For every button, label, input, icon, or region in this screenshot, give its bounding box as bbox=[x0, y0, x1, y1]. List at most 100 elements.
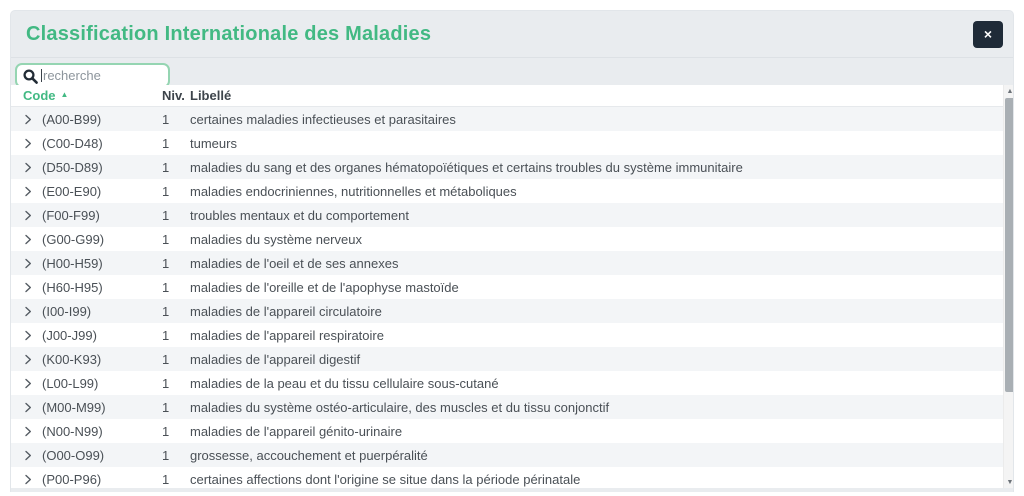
search-icon bbox=[23, 69, 38, 84]
table-row[interactable]: (C00-D48) 1 tumeurs bbox=[11, 131, 1003, 155]
chevron-right-icon[interactable] bbox=[23, 114, 33, 125]
close-icon: × bbox=[983, 26, 993, 42]
code-cell: (I00-I99) bbox=[42, 303, 92, 319]
table-row[interactable]: (A00-B99) 1 certaines maladies infectieu… bbox=[11, 107, 1003, 131]
niv-cell: 1 bbox=[162, 303, 170, 319]
niv-cell: 1 bbox=[162, 327, 170, 343]
code-cell: (L00-L99) bbox=[42, 375, 99, 391]
text-caret bbox=[41, 69, 42, 82]
chevron-right-icon[interactable] bbox=[23, 330, 33, 341]
code-cell: (H60-H95) bbox=[42, 279, 103, 295]
search-input[interactable] bbox=[17, 65, 168, 86]
libelle-cell: grossesse, accouchement et puerpéralité bbox=[190, 447, 428, 463]
icd-table: Code ▲ Niv. Libellé (A00 bbox=[11, 85, 1014, 488]
table-row[interactable]: (H00-H59) 1 maladies de l'oeil et de ses… bbox=[11, 251, 1003, 275]
column-header-code[interactable]: Code ▲ bbox=[23, 88, 69, 103]
code-cell: (F00-F99) bbox=[42, 207, 100, 223]
code-cell: (H00-H59) bbox=[42, 255, 103, 271]
niv-cell: 1 bbox=[162, 231, 170, 247]
search-row bbox=[11, 58, 1013, 94]
niv-cell: 1 bbox=[162, 279, 170, 295]
code-cell: (O00-O99) bbox=[42, 447, 105, 463]
libelle-cell: certaines maladies infectieuses et paras… bbox=[190, 111, 456, 127]
niv-cell: 1 bbox=[162, 471, 170, 487]
niv-cell: 1 bbox=[162, 183, 170, 199]
chevron-right-icon[interactable] bbox=[23, 378, 33, 389]
table-body: (A00-B99) 1 certaines maladies infectieu… bbox=[11, 107, 1003, 488]
libelle-cell: troubles mentaux et du comportement bbox=[190, 207, 409, 223]
chevron-right-icon[interactable] bbox=[23, 474, 33, 485]
table-row[interactable]: (F00-F99) 1 troubles mentaux et du compo… bbox=[11, 203, 1003, 227]
niv-cell: 1 bbox=[162, 111, 170, 127]
libelle-cell: tumeurs bbox=[190, 135, 237, 151]
table-row[interactable]: (D50-D89) 1 maladies du sang et des orga… bbox=[11, 155, 1003, 179]
code-cell: (J00-J99) bbox=[42, 327, 97, 343]
libelle-cell: maladies de l'oeil et de ses annexes bbox=[190, 255, 399, 271]
code-cell: (D50-D89) bbox=[42, 159, 103, 175]
table-row[interactable]: (G00-G99) 1 maladies du système nerveux bbox=[11, 227, 1003, 251]
niv-cell: 1 bbox=[162, 375, 170, 391]
table-row[interactable]: (O00-O99) 1 grossesse, accouchement et p… bbox=[11, 443, 1003, 467]
libelle-cell: certaines affections dont l'origine se s… bbox=[190, 471, 581, 487]
table-row[interactable]: (E00-E90) 1 maladies endocriniennes, nut… bbox=[11, 179, 1003, 203]
code-cell: (M00-M99) bbox=[42, 399, 106, 415]
table-row[interactable]: (M00-M99) 1 maladies du système ostéo-ar… bbox=[11, 395, 1003, 419]
chevron-right-icon[interactable] bbox=[23, 210, 33, 221]
chevron-right-icon[interactable] bbox=[23, 186, 33, 197]
code-cell: (P00-P96) bbox=[42, 471, 102, 487]
chevron-right-icon[interactable] bbox=[23, 138, 33, 149]
libelle-cell: maladies du système ostéo-articulaire, d… bbox=[190, 399, 610, 415]
table-row[interactable]: (K00-K93) 1 maladies de l'appareil diges… bbox=[11, 347, 1003, 371]
chevron-right-icon[interactable] bbox=[23, 282, 33, 293]
code-cell: (G00-G99) bbox=[42, 231, 105, 247]
libelle-cell: maladies de la peau et du tissu cellulai… bbox=[190, 375, 499, 391]
column-header-libelle[interactable]: Libellé bbox=[190, 88, 232, 103]
chevron-right-icon[interactable] bbox=[23, 354, 33, 365]
libelle-cell: maladies de l'appareil génito-urinaire bbox=[190, 423, 403, 439]
libelle-cell: maladies de l'appareil respiratoire bbox=[190, 327, 384, 343]
table-row[interactable]: (L00-L99) 1 maladies de la peau et du ti… bbox=[11, 371, 1003, 395]
niv-cell: 1 bbox=[162, 423, 170, 439]
niv-cell: 1 bbox=[162, 207, 170, 223]
niv-cell: 1 bbox=[162, 159, 170, 175]
table-header-row: Code ▲ Niv. Libellé bbox=[11, 85, 1003, 107]
modal-header: Classification Internationale des Maladi… bbox=[11, 11, 1013, 58]
chevron-right-icon[interactable] bbox=[23, 162, 33, 173]
libelle-cell: maladies de l'appareil digestif bbox=[190, 351, 361, 367]
table-row[interactable]: (J00-J99) 1 maladies de l'appareil respi… bbox=[11, 323, 1003, 347]
libelle-cell: maladies endocriniennes, nutritionnelles… bbox=[190, 183, 517, 199]
close-button[interactable]: × bbox=[973, 20, 1003, 48]
code-cell: (E00-E90) bbox=[42, 183, 102, 199]
niv-cell: 1 bbox=[162, 255, 170, 271]
table-row[interactable]: (N00-N99) 1 maladies de l'appareil génit… bbox=[11, 419, 1003, 443]
code-cell: (N00-N99) bbox=[42, 423, 103, 439]
chevron-right-icon[interactable] bbox=[23, 426, 33, 437]
libelle-cell: maladies de l'appareil circulatoire bbox=[190, 303, 382, 319]
chevron-right-icon[interactable] bbox=[23, 234, 33, 245]
code-cell: (A00-B99) bbox=[42, 111, 102, 127]
scroll-down-icon[interactable]: ▼ bbox=[1006, 478, 1014, 486]
libelle-cell: maladies du système nerveux bbox=[190, 231, 362, 247]
chevron-right-icon[interactable] bbox=[23, 258, 33, 269]
code-cell: (C00-D48) bbox=[42, 135, 103, 151]
chevron-right-icon[interactable] bbox=[23, 402, 33, 413]
chevron-right-icon[interactable] bbox=[23, 450, 33, 461]
scrollbar-thumb[interactable] bbox=[1005, 98, 1013, 392]
niv-cell: 1 bbox=[162, 135, 170, 151]
column-header-niv[interactable]: Niv. bbox=[162, 88, 185, 103]
libelle-cell: maladies de l'oreille et de l'apophyse m… bbox=[190, 279, 459, 295]
modal-title: Classification Internationale des Maladi… bbox=[26, 22, 432, 45]
table-row[interactable]: (P00-P96) 1 certaines affections dont l'… bbox=[11, 467, 1003, 488]
search-box bbox=[15, 63, 170, 88]
chevron-right-icon[interactable] bbox=[23, 306, 33, 317]
icd-modal: Classification Internationale des Maladi… bbox=[10, 10, 1014, 492]
table-row[interactable]: (H60-H95) 1 maladies de l'oreille et de … bbox=[11, 275, 1003, 299]
niv-cell: 1 bbox=[162, 351, 170, 367]
code-cell: (K00-K93) bbox=[42, 351, 102, 367]
vertical-scrollbar[interactable]: ▲ ▼ bbox=[1003, 85, 1014, 488]
scroll-up-icon[interactable]: ▲ bbox=[1006, 87, 1014, 95]
libelle-cell: maladies du sang et des organes hématopo… bbox=[190, 159, 743, 175]
sort-asc-icon: ▲ bbox=[60, 90, 69, 99]
table-row[interactable]: (I00-I99) 1 maladies de l'appareil circu… bbox=[11, 299, 1003, 323]
niv-cell: 1 bbox=[162, 399, 170, 415]
